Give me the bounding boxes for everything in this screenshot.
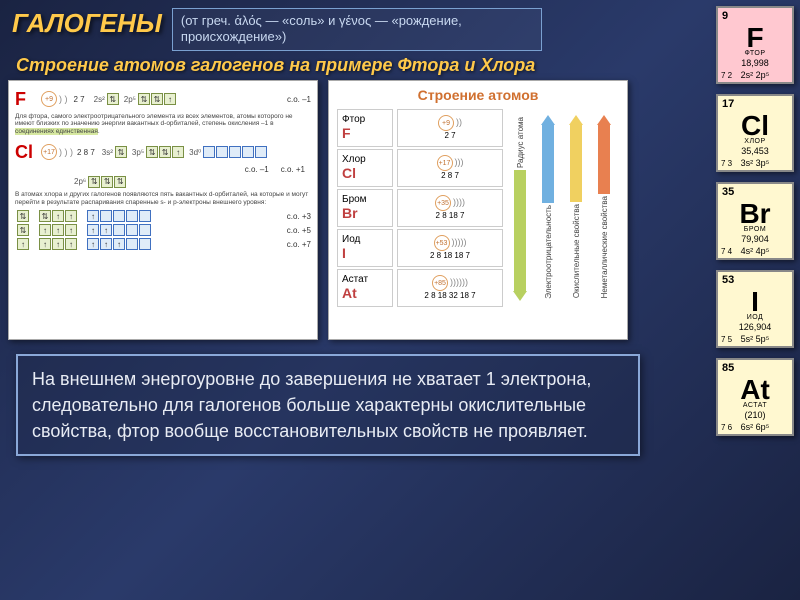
orbital-diagram-fluorine-chlorine: F +9 ) ) 2 7 2s² ⇅ 2p⁵ ⇅⇅↑ с.о. –1 Для ф… — [8, 80, 318, 340]
chlorine-description: В атомах хлора и других галогенов появля… — [15, 191, 311, 207]
atoms-panel-title: Строение атомов — [335, 87, 621, 103]
element-card-Br: 35 Br БРОМ 79,904 4s² 4p⁵ 7 4 — [716, 182, 794, 260]
chlorine-charge: +17 — [41, 144, 57, 160]
chlorine-label: Cl — [15, 142, 41, 163]
subtitle: Строение атомов галогенов на примере Фто… — [16, 55, 800, 76]
atoms-names-table: ФторF ХлорCl БромBr ИодI АстатAt — [335, 107, 395, 309]
element-card-At: 85 At АСТАТ (210) 6s² 6p⁵ 7 6 — [716, 358, 794, 436]
etymology-box: (от греч. ἁλός — «соль» и γένος — «рожде… — [172, 8, 542, 51]
page-title: ГАЛОГЕНЫ — [12, 8, 162, 39]
element-card-Cl: 17 Cl ХЛОР 35,453 3s² 3p⁵ 7 3 — [716, 94, 794, 172]
fluorine-shells: ) ) — [59, 94, 68, 104]
trend-arrows: Радиус атома Электроотрицательность Окис… — [505, 107, 621, 309]
atoms-shells-table: +9))2 7 +17)))2 8 7 +35))))2 8 18 7 +53)… — [395, 107, 505, 309]
fluorine-description: Для фтора, самого электроотрицательного … — [15, 113, 311, 136]
fluorine-charge: +9 — [41, 91, 57, 107]
element-card-I: 53 I ИОД 126,904 5s² 5p⁵ 7 5 — [716, 270, 794, 348]
element-cards-column: 9 F ФТОР 18,998 2s² 2p⁵ 7 2 17 Cl ХЛОР 3… — [716, 6, 794, 436]
atom-structure-panel: Строение атомов ФторF ХлорCl БромBr ИодI… — [328, 80, 628, 340]
summary-text-box: На внешнем энергоуровне до завершения не… — [16, 354, 640, 456]
fluorine-label: F — [15, 89, 41, 110]
element-card-F: 9 F ФТОР 18,998 2s² 2p⁵ 7 2 — [716, 6, 794, 84]
